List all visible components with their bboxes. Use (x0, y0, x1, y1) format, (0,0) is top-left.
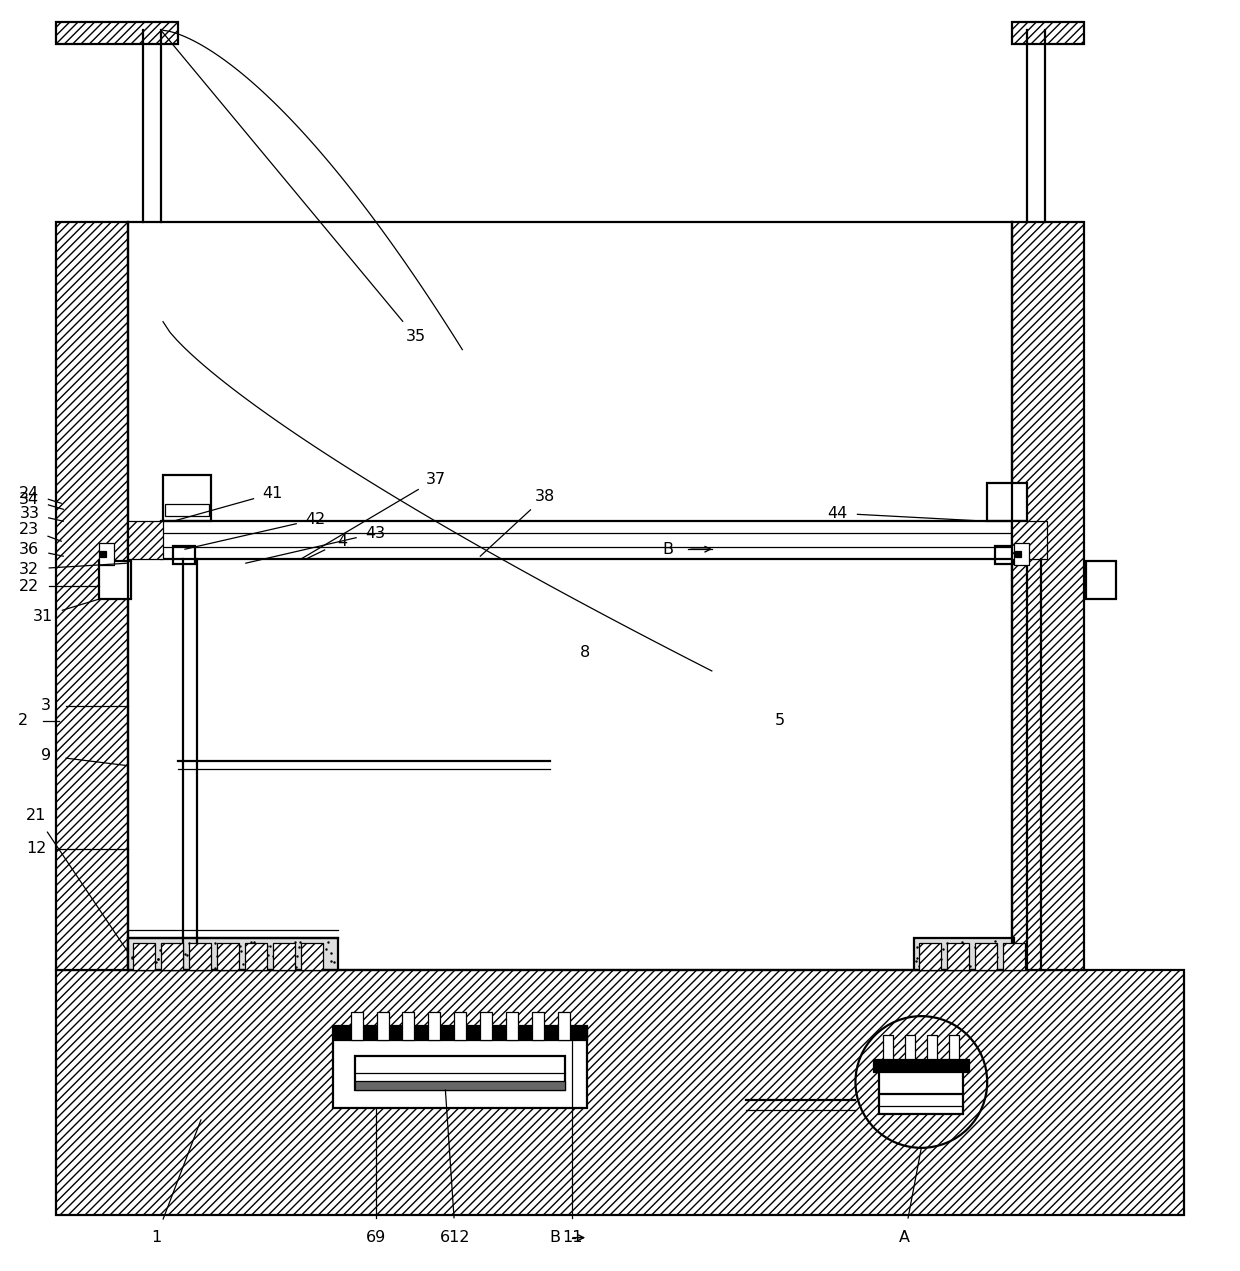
Text: B: B (549, 1230, 560, 1246)
Bar (429, 1012, 440, 1040)
Bar (532, 1012, 544, 1040)
Bar (56, 970, 1184, 1215)
Bar (1016, 552, 1021, 557)
Text: 35: 35 (405, 329, 425, 344)
Text: 41: 41 (263, 486, 283, 501)
Text: 38: 38 (534, 489, 556, 503)
Bar (1086, 562, 1116, 599)
Bar (301, 943, 322, 970)
Bar (914, 938, 1014, 970)
Text: 1: 1 (151, 1230, 161, 1246)
Bar (883, 1035, 893, 1059)
Text: 43: 43 (366, 526, 386, 540)
Text: 5: 5 (775, 713, 785, 728)
Bar (879, 1071, 963, 1113)
Bar (128, 521, 162, 559)
Bar (975, 943, 997, 970)
Bar (332, 1026, 587, 1040)
Bar (332, 1026, 587, 1108)
Bar (161, 943, 184, 970)
Bar (174, 547, 195, 564)
Bar (928, 1035, 937, 1059)
Text: B: B (662, 541, 673, 557)
Bar (1003, 943, 1025, 970)
Bar (947, 943, 970, 970)
Text: 11: 11 (562, 1230, 583, 1246)
Bar (244, 943, 267, 970)
Text: 42: 42 (305, 512, 326, 526)
Bar (165, 505, 208, 516)
Bar (873, 1059, 970, 1071)
Text: 32: 32 (20, 562, 40, 577)
Text: 37: 37 (425, 472, 445, 487)
Text: 23: 23 (20, 521, 40, 536)
Text: 36: 36 (20, 541, 40, 557)
Text: 4: 4 (337, 534, 347, 549)
Bar (100, 552, 107, 557)
Text: 69: 69 (366, 1230, 386, 1246)
Bar (905, 1035, 915, 1059)
Bar (996, 547, 1013, 564)
Bar (1012, 23, 1084, 44)
Bar (355, 1056, 565, 1091)
Text: 34: 34 (20, 492, 40, 507)
Text: 44: 44 (827, 506, 848, 521)
Text: 21: 21 (26, 808, 46, 824)
Bar (377, 1012, 388, 1040)
Bar (355, 1082, 565, 1091)
Bar (506, 1012, 518, 1040)
Text: 8: 8 (580, 646, 590, 661)
Bar (454, 1012, 466, 1040)
Text: 33: 33 (20, 506, 40, 521)
Bar (480, 1012, 492, 1040)
Text: A: A (899, 1230, 910, 1246)
Bar (919, 943, 941, 970)
Bar (1012, 521, 1047, 559)
Bar (217, 943, 239, 970)
Bar (162, 475, 211, 521)
Bar (950, 1035, 960, 1059)
Bar (133, 943, 155, 970)
Bar (128, 938, 337, 970)
Bar (1014, 543, 1029, 566)
Bar (188, 943, 211, 970)
Bar (558, 1012, 570, 1040)
Text: 9: 9 (41, 749, 51, 763)
Bar (99, 543, 114, 566)
Bar (403, 1012, 414, 1040)
Bar (99, 562, 131, 599)
Text: 24: 24 (19, 486, 40, 501)
Bar (273, 943, 295, 970)
Bar (1012, 222, 1084, 970)
Text: 12: 12 (26, 841, 46, 857)
Text: 22: 22 (19, 578, 40, 594)
Bar (987, 483, 1027, 521)
Bar (56, 222, 128, 970)
Bar (56, 23, 179, 44)
Text: 31: 31 (33, 609, 53, 624)
Text: 612: 612 (440, 1230, 471, 1246)
Text: 3: 3 (41, 698, 51, 713)
Text: 2: 2 (19, 713, 29, 728)
Bar (351, 1012, 362, 1040)
